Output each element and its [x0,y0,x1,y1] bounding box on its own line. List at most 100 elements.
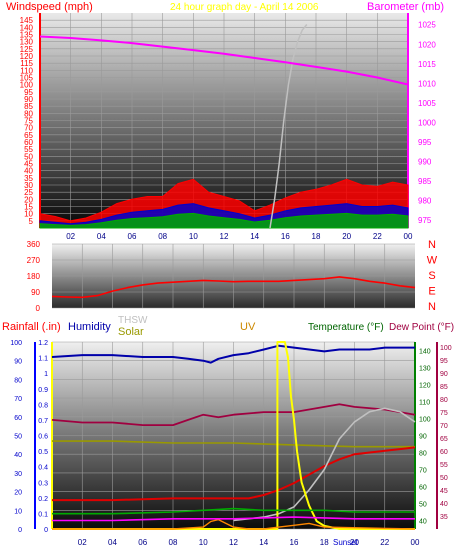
wind-x-tick-label: 12 [220,232,229,241]
uv-y-tick-label: 0.9 [38,387,48,394]
wind-x-tick-label: 16 [281,232,290,241]
direction-y-ticks: 360 270 180 90 0 [27,240,41,313]
wind-y-tick-label: 110 [20,66,33,75]
multi-x-tick-label: 04 [108,538,117,547]
multi-y-ticks: 0 10 20 30 40 50 60 70 80 90 100 0 0.1 0.2 0.3 0.4 0.5 0.… [10,340,451,534]
rain-y-tick-label: 80 [14,377,22,384]
multi-x-ticks: 02 04 06 08 10 12 14 16 18 20 22 00 [78,538,420,547]
dew-y-tick-label: 75 [440,410,448,417]
wind-y-tick-label: 95 [24,88,33,97]
barometer-y-tick-label: 990 [418,158,432,167]
rainfall-label: Rainfall (.in) [2,321,61,333]
rain-y-tick-label: 40 [14,452,22,459]
dew-y-tick-label: 55 [440,462,448,469]
rain-y-tick-label: 50 [14,434,22,441]
multi-series [51,341,416,530]
barometer-series [39,35,409,86]
uv-y-tick-label: 1.2 [38,340,48,347]
wind-x-tick-label: 08 [158,232,167,241]
multi-x-tick-label: 16 [290,538,299,547]
wind-y-tick-label: 5 [29,217,34,226]
direction-y-tick-label: 270 [27,256,41,265]
dew-y-tick-label: 85 [440,384,448,391]
windspeed-axis-title: Windspeed (mph) [6,1,93,13]
barometer-y-tick-label: 1025 [418,21,436,30]
rain-y-tick-label: 10 [14,508,22,515]
wind-x-tick-label: 06 [128,232,137,241]
dew-y-tick-label: 50 [440,475,448,482]
compass-label: E [428,286,435,298]
wind-y-tick-label: 65 [24,131,33,140]
multi-x-tick-label: 22 [380,538,389,547]
barometer-y-tick-label: 1015 [418,60,436,69]
wind-y-tick-label: 10 [24,210,33,219]
uv-y-tick-label: 0.5 [38,449,48,456]
multi-x-tick-label: 10 [199,538,208,547]
wind-x-tick-label: 20 [342,232,351,241]
temp-y-tick-label: 90 [419,434,427,441]
uv-y-tick-label: 1.1 [38,356,48,363]
multi-x-tick-label: 18 [320,538,329,547]
wind-y-ticks: 5101520253035404550556065707580859095100… [20,16,34,226]
temp-y-tick-label: 100 [419,417,431,424]
temp-y-tick-label: 80 [419,451,427,458]
temp-y-tick-label: 50 [419,502,427,509]
temp-y-tick-label: 40 [419,519,427,526]
dewpoint-series [51,403,416,427]
wind-x-tick-label: 04 [97,232,106,241]
barometer-y-tick-label: 995 [418,138,432,147]
wind-y-tick-label: 100 [20,81,34,90]
temp-y-tick-label: 140 [419,349,431,356]
wind-y-tick-label: 25 [24,188,33,197]
dew-y-tick-label: 45 [440,488,448,495]
wind-y-tick-label: 115 [20,59,33,68]
wind-y-tick-label: 75 [24,117,33,126]
rain-y-tick-label: 30 [14,471,22,478]
dew-y-tick-label: 90 [440,371,448,378]
rain-y-tick-label: 100 [10,340,22,347]
humidity-label: Humidity [68,321,111,333]
wind-y-tick-label: 130 [20,38,34,47]
wind-x-tick-label: 22 [373,232,382,241]
direction-y-tick-label: 180 [27,272,41,281]
barometer-y-tick-label: 1020 [418,40,436,49]
rain-y-tick-label: 70 [14,396,22,403]
dew-y-tick-label: 65 [440,436,448,443]
thsw-series [233,407,416,522]
multi-x-tick-label: 20 [350,538,359,547]
temperature-low-series [52,507,415,515]
wind-y-tick-label: 140 [20,23,34,32]
uv-y-tick-label: 0.4 [38,465,48,472]
uv-y-tick-label: 0.8 [38,402,48,409]
uv-y-tick-label: 0.3 [38,480,48,487]
multi-x-tick-label: 06 [138,538,147,547]
wind-y-tick-label: 55 [24,145,33,154]
uv-y-tick-label: 0.2 [38,496,48,503]
wind-y-tick-label: 20 [24,195,33,204]
wind-y-tick-label: 30 [24,181,33,190]
barometer-y-tick-label: 1000 [418,118,436,127]
direction-series [51,276,416,299]
solar-series [52,440,415,448]
temp-y-tick-label: 70 [419,468,427,475]
wind-y-tick-label: 120 [20,52,34,61]
barometer-y-tick-label: 1005 [418,99,436,108]
barometer-y-tick-label: 1010 [418,79,436,88]
temp-y-tick-label: 60 [419,485,427,492]
heat-index-series [52,516,415,522]
dew-y-tick-label: 95 [440,358,448,365]
rain-series [52,518,416,530]
wind-y-tick-label: 105 [20,74,34,83]
temp-y-tick-label: 130 [419,366,431,373]
multi-x-tick-label: 00 [411,538,420,547]
rain-y-tick-label: 60 [14,415,22,422]
compass-label: S [428,270,435,282]
uv-y-tick-label: 1 [44,371,48,378]
wind-y-tick-label: 90 [24,95,33,104]
sunset-marker-label: Sunset [333,538,359,547]
wind-y-tick-label: 70 [24,124,33,133]
wind-y-tick-label: 15 [24,203,33,212]
wind-y-tick-label: 35 [24,174,33,183]
wind-y-tick-label: 60 [24,138,33,147]
